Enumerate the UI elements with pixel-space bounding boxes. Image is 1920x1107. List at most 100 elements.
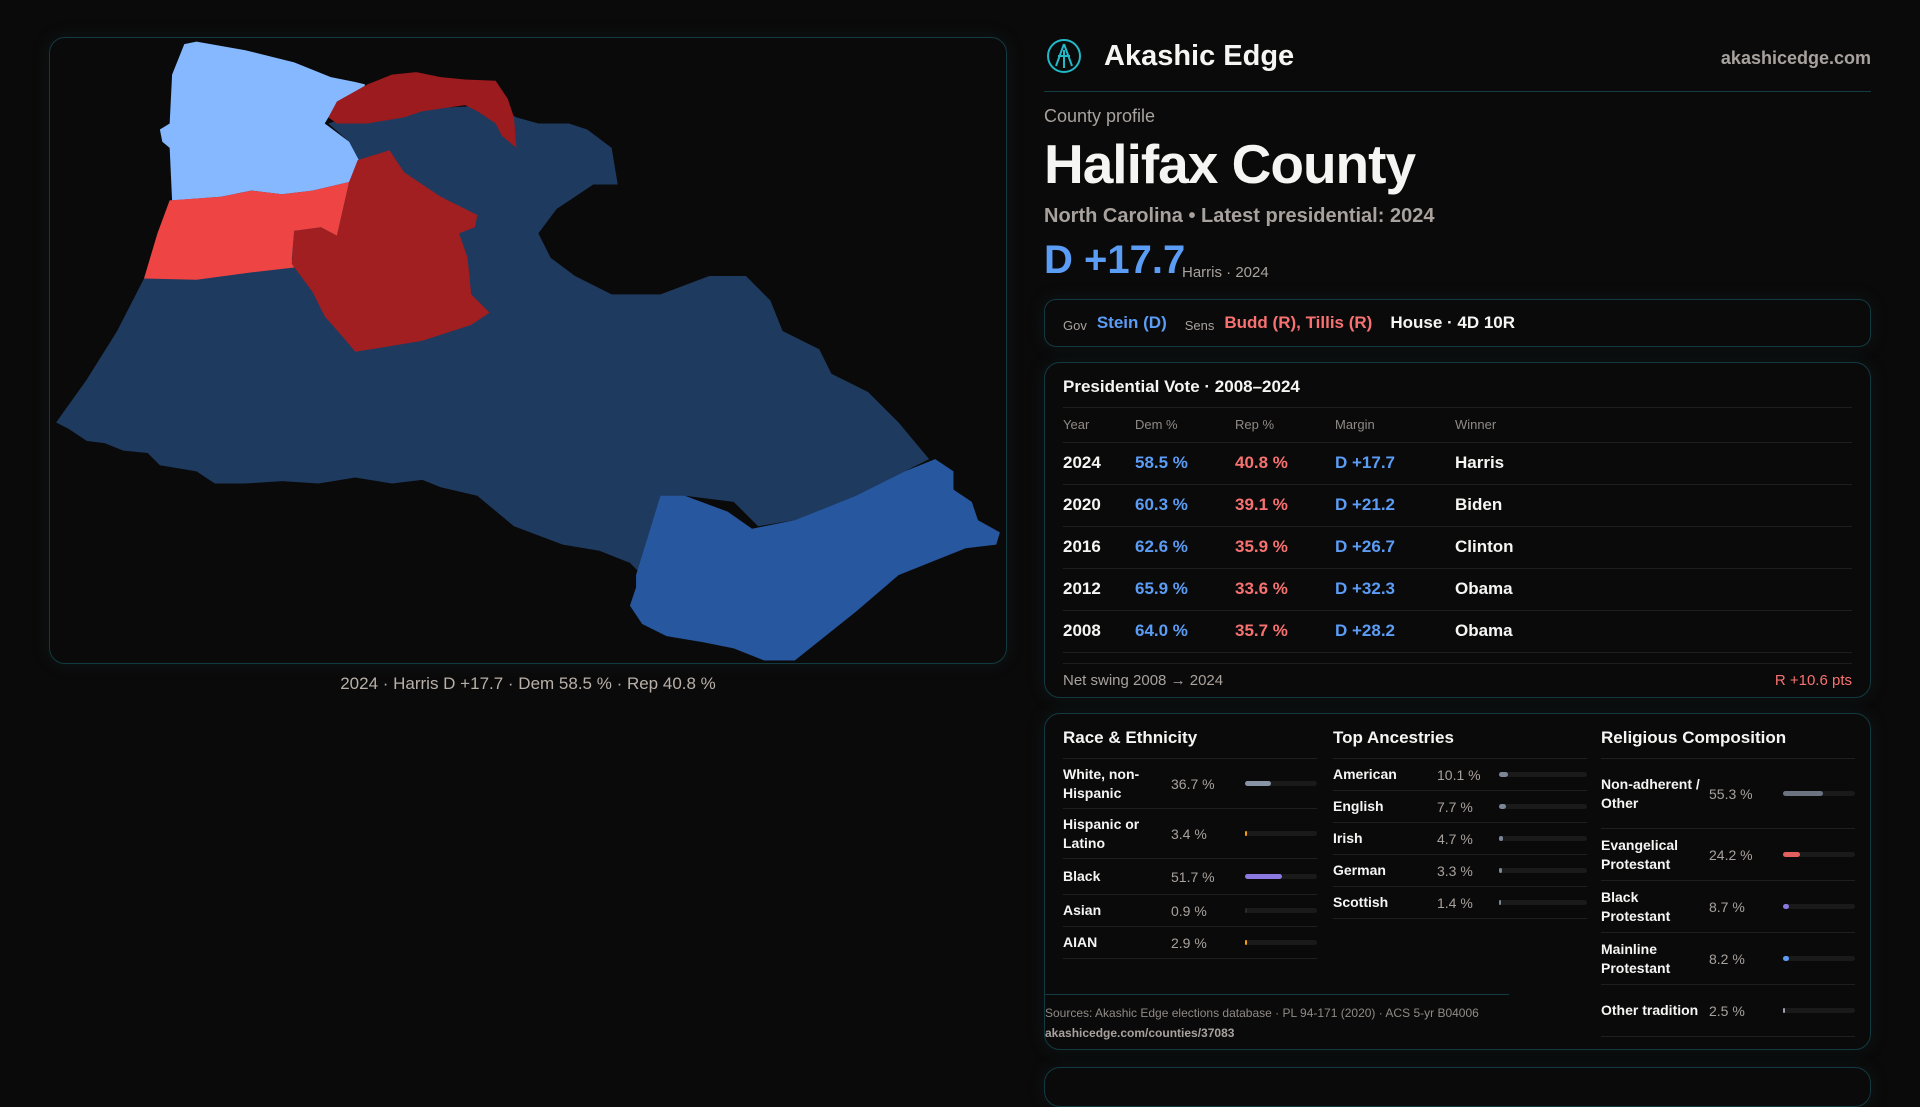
year-cell: 2008	[1063, 610, 1135, 653]
ancestry-row: American 10.1 %	[1333, 759, 1587, 791]
presidential-table: Year Dem % Rep % Margin Winner 2024 58.5 % 40.8…	[1063, 408, 1852, 653]
row-value: 36.7 %	[1171, 775, 1215, 792]
bar-track	[1245, 874, 1317, 879]
officials-bar: Gov Stein (D) Sens Budd (R), Tillis (R) …	[1044, 299, 1871, 347]
bar-fill	[1499, 836, 1504, 841]
headline-margin: D +17.7	[1044, 238, 1186, 282]
row-label: Black	[1063, 868, 1101, 884]
page-title: Halifax County	[1044, 133, 1416, 195]
bar-fill	[1245, 908, 1247, 913]
dem-pct-cell: 60.3 %	[1135, 484, 1235, 527]
table-row: 2016 62.6 % 35.9 % D +26.7 Clinton	[1063, 526, 1852, 569]
religion-title: Religious Composition	[1601, 728, 1855, 759]
page-subtitle: North Carolina • Latest presidential: 20…	[1044, 205, 1435, 227]
row-label: Hispanic or Latino	[1063, 815, 1140, 851]
rep-pct-cell: 39.1 %	[1235, 484, 1335, 527]
margin-cell: D +32.3	[1335, 568, 1455, 611]
row-value: 24.2 %	[1709, 846, 1753, 863]
bar-track	[1499, 836, 1587, 841]
precinct-strong-r[interactable]	[291, 150, 490, 352]
precinct-map[interactable]	[50, 38, 1006, 663]
bar-fill	[1783, 852, 1801, 857]
row-value: 2.5 %	[1709, 1002, 1745, 1019]
row-label: White, non-Hispanic	[1063, 765, 1140, 801]
precinct-strong-r[interactable]	[328, 72, 517, 148]
bar-track	[1499, 804, 1587, 809]
row-value: 3.4 %	[1171, 825, 1207, 842]
bar-fill	[1499, 772, 1508, 777]
bar-track	[1783, 791, 1855, 796]
margin-cell: D +21.2	[1335, 484, 1455, 527]
column-header: Year	[1063, 408, 1135, 443]
margin-cell: D +28.2	[1335, 610, 1455, 653]
rep-pct-cell: 35.9 %	[1235, 526, 1335, 569]
bar-fill	[1499, 868, 1502, 873]
sens-label: Sens	[1184, 317, 1215, 333]
row-value: 2.9 %	[1171, 934, 1207, 951]
precinct-lean-r[interactable]	[144, 182, 350, 280]
row-value: 51.7 %	[1171, 868, 1215, 885]
row-label: American	[1333, 766, 1397, 782]
column-header: Rep %	[1235, 408, 1335, 443]
religion-section: Religious Composition Non-adherent / Othe…	[1601, 728, 1855, 1037]
religion-row: Evangelical Protestant 24.2 %	[1601, 829, 1855, 881]
row-label: Scottish	[1333, 894, 1389, 910]
year-cell: 2020	[1063, 484, 1135, 527]
winner-cell: Clinton	[1455, 526, 1852, 569]
year-cell: 2012	[1063, 568, 1135, 611]
ancestry-row: Irish 4.7 %	[1333, 823, 1587, 855]
bar-track	[1783, 904, 1855, 909]
sources-text: Sources: Akashic Edge elections database…	[1045, 1006, 1479, 1020]
demographics-card: Race & Ethnicity White, non-Hispanic 36.7 …	[1044, 713, 1871, 1050]
ancestry-row: Scottish 1.4 %	[1333, 887, 1587, 919]
winner-cell: Obama	[1455, 568, 1852, 611]
ancestry-row: English 7.7 %	[1333, 791, 1587, 823]
precinct-lean-d[interactable]	[629, 459, 1000, 661]
row-label: Irish	[1333, 830, 1363, 846]
bar-fill	[1499, 900, 1501, 905]
bar-track	[1783, 956, 1855, 961]
row-value: 1.4 %	[1437, 894, 1473, 911]
ancestry-section: Top Ancestries American 10.1 % English 7.7 %…	[1333, 728, 1587, 919]
winner-cell: Obama	[1455, 610, 1852, 653]
religion-row: Black Protestant 8.7 %	[1601, 881, 1855, 933]
brand-name: Akashic Edge	[1104, 40, 1295, 72]
race-section: Race & Ethnicity White, non-Hispanic 36.7 …	[1063, 728, 1317, 959]
religion-row: Mainline Protestant 8.2 %	[1601, 933, 1855, 985]
bar-track	[1783, 852, 1855, 857]
column-header: Winner	[1455, 408, 1852, 443]
margin-cell: D +26.7	[1335, 526, 1455, 569]
row-value: 55.3 %	[1709, 785, 1753, 802]
precinct-light-d[interactable]	[159, 41, 366, 201]
presidential-vote-card: Presidential Vote · 2008–2024 Year Dem % R…	[1044, 362, 1871, 698]
row-label: Asian	[1063, 902, 1102, 918]
bar-track	[1499, 900, 1587, 905]
table-row: 2008 64.0 % 35.7 % D +28.2 Obama	[1063, 610, 1852, 653]
bar-fill	[1783, 1008, 1785, 1013]
bar-fill	[1245, 781, 1272, 786]
dem-pct-cell: 64.0 %	[1135, 610, 1235, 653]
site-link[interactable]: akashicedge.com	[1720, 48, 1871, 68]
net-swing-value: R +10.6 pts	[1774, 671, 1852, 689]
dem-pct-cell: 62.6 %	[1135, 526, 1235, 569]
race-row: Black 51.7 %	[1063, 859, 1317, 895]
year-cell: 2024	[1063, 442, 1135, 485]
headline-margin-sub: Harris · 2024	[1182, 264, 1269, 281]
ancestry-title: Top Ancestries	[1333, 728, 1587, 759]
bar-fill	[1245, 831, 1248, 836]
net-swing: Net swing 2008 → 2024 R +10.6 pts	[1063, 662, 1852, 689]
bar-track	[1783, 1008, 1855, 1013]
bar-track	[1499, 868, 1587, 873]
column-header: Dem %	[1135, 408, 1235, 443]
net-swing-label: Net swing 2008 → 2024	[1063, 671, 1224, 689]
rep-pct-cell: 35.7 %	[1235, 610, 1335, 653]
sources-url[interactable]: akashicedge.com/counties/37083	[1045, 1026, 1235, 1040]
house-delegation: House · 4D 10R	[1390, 313, 1516, 332]
row-label: German	[1333, 862, 1386, 878]
row-label: Non-adherent / Other	[1601, 775, 1700, 811]
row-value: 8.2 %	[1709, 950, 1745, 967]
bar-fill	[1245, 874, 1283, 879]
row-label: English	[1333, 798, 1384, 814]
religion-row: Other tradition 2.5 %	[1601, 985, 1855, 1037]
ancestry-row: German 3.3 %	[1333, 855, 1587, 887]
